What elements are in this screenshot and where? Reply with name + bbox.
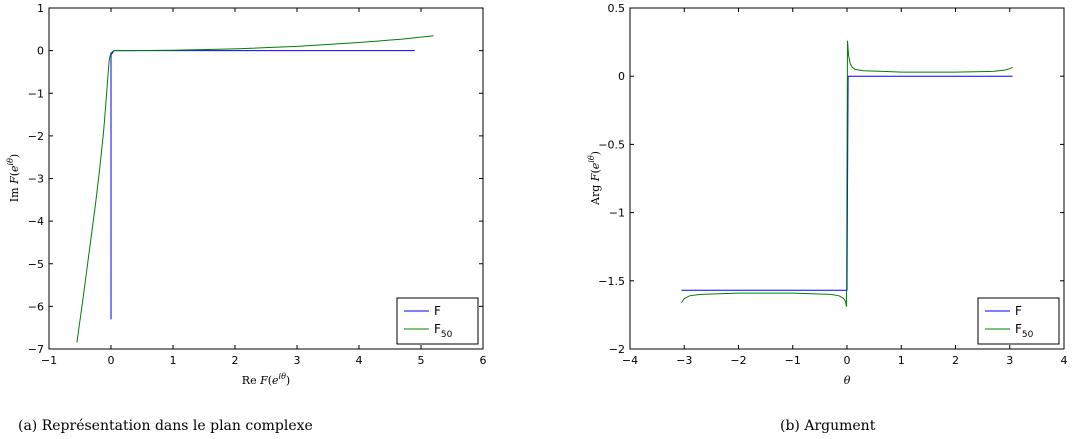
legend: F F50	[977, 297, 1060, 345]
x-tick-label: −1	[785, 354, 801, 367]
legend-label-f50: F50	[1015, 322, 1034, 340]
chart-panel-complex-plane: −1 0 1 2 3 4 5 6 −7 −6 −5 −4 −3 −2 −1 0 1 Re F(eiθ) Im …	[6, 2, 487, 387]
x-tick-label: 4	[1061, 354, 1068, 367]
x-tick-label: 4	[356, 354, 363, 367]
x-axis-label: Re F(eiθ)	[242, 372, 290, 387]
legend-box	[977, 297, 1060, 345]
x-tick-label: −4	[622, 354, 638, 367]
y-tick-label: 0	[37, 45, 44, 58]
caption-b: (b) Argument	[780, 418, 876, 434]
y-tick-label: −5	[28, 258, 44, 271]
legend-label-f50: F50	[434, 322, 453, 340]
series-layer	[76, 35, 434, 343]
x-tick-label: 1	[898, 354, 905, 367]
series-layer	[681, 40, 1013, 307]
caption-a: (a) Représentation dans le plan complexe	[18, 418, 313, 434]
y-tick-label: −2	[609, 343, 625, 356]
x-tick-label: 6	[480, 354, 487, 367]
x-tick-label: −1	[41, 354, 57, 367]
y-tick-label: −1.5	[598, 275, 625, 288]
series-line-f50	[681, 40, 1013, 307]
chart-panel-argument: −4 −3 −2 −1 0 1 2 3 4 −2 −1.5 −1 −0.5 0 0.5 θ Arg F(e…	[587, 2, 1068, 387]
legend-box	[396, 297, 479, 345]
x-tick-label: −3	[676, 354, 692, 367]
x-tick-label: 5	[418, 354, 425, 367]
y-tick-label: −7	[28, 343, 44, 356]
x-tick-label: 2	[232, 354, 239, 367]
y-axis-label: Arg F(eiθ)	[587, 151, 602, 206]
y-tick-label: −0.5	[598, 138, 625, 151]
y-tick-label: 0	[618, 70, 625, 83]
y-axis-label: Im F(eiθ)	[6, 154, 21, 202]
y-axis-ticks: −2 −1.5 −1 −0.5 0 0.5	[598, 2, 1064, 356]
y-tick-label: −4	[28, 215, 44, 228]
y-tick-label: 1	[37, 2, 44, 15]
series-line-f50	[76, 35, 434, 343]
x-axis-ticks: −4 −3 −2 −1 0 1 2 3 4	[622, 8, 1068, 367]
legend-label-f: F	[1015, 304, 1022, 318]
x-tick-label: 0	[844, 354, 851, 367]
y-tick-label: −1	[28, 87, 44, 100]
x-tick-label: 2	[952, 354, 959, 367]
series-line-f	[110, 50, 415, 320]
y-axis-ticks: −7 −6 −5 −4 −3 −2 −1 0 1	[28, 2, 483, 356]
y-tick-label: 0.5	[608, 2, 626, 15]
x-tick-label: 3	[1006, 354, 1013, 367]
y-tick-label: −1	[609, 207, 625, 220]
x-tick-label: 0	[108, 354, 115, 367]
y-tick-label: −2	[28, 130, 44, 143]
x-tick-label: 3	[294, 354, 301, 367]
y-tick-label: −6	[28, 300, 44, 313]
legend-label-f: F	[434, 304, 441, 318]
x-axis-ticks: −1 0 1 2 3 4 5 6	[41, 8, 487, 367]
x-axis-label: θ	[844, 374, 851, 387]
y-tick-label: −3	[28, 173, 44, 186]
x-tick-label: −2	[730, 354, 746, 367]
x-tick-label: 1	[170, 354, 177, 367]
legend: F F50	[396, 297, 479, 345]
